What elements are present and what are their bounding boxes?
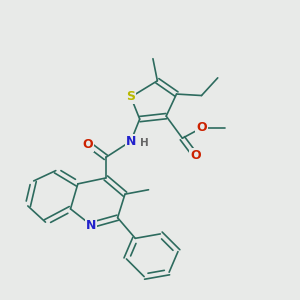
Text: O: O	[190, 149, 201, 162]
Text: S: S	[126, 91, 135, 103]
Text: N: N	[126, 135, 136, 148]
Text: H: H	[140, 138, 148, 148]
Text: O: O	[83, 138, 94, 151]
Text: N: N	[86, 219, 96, 232]
Text: O: O	[196, 122, 207, 134]
